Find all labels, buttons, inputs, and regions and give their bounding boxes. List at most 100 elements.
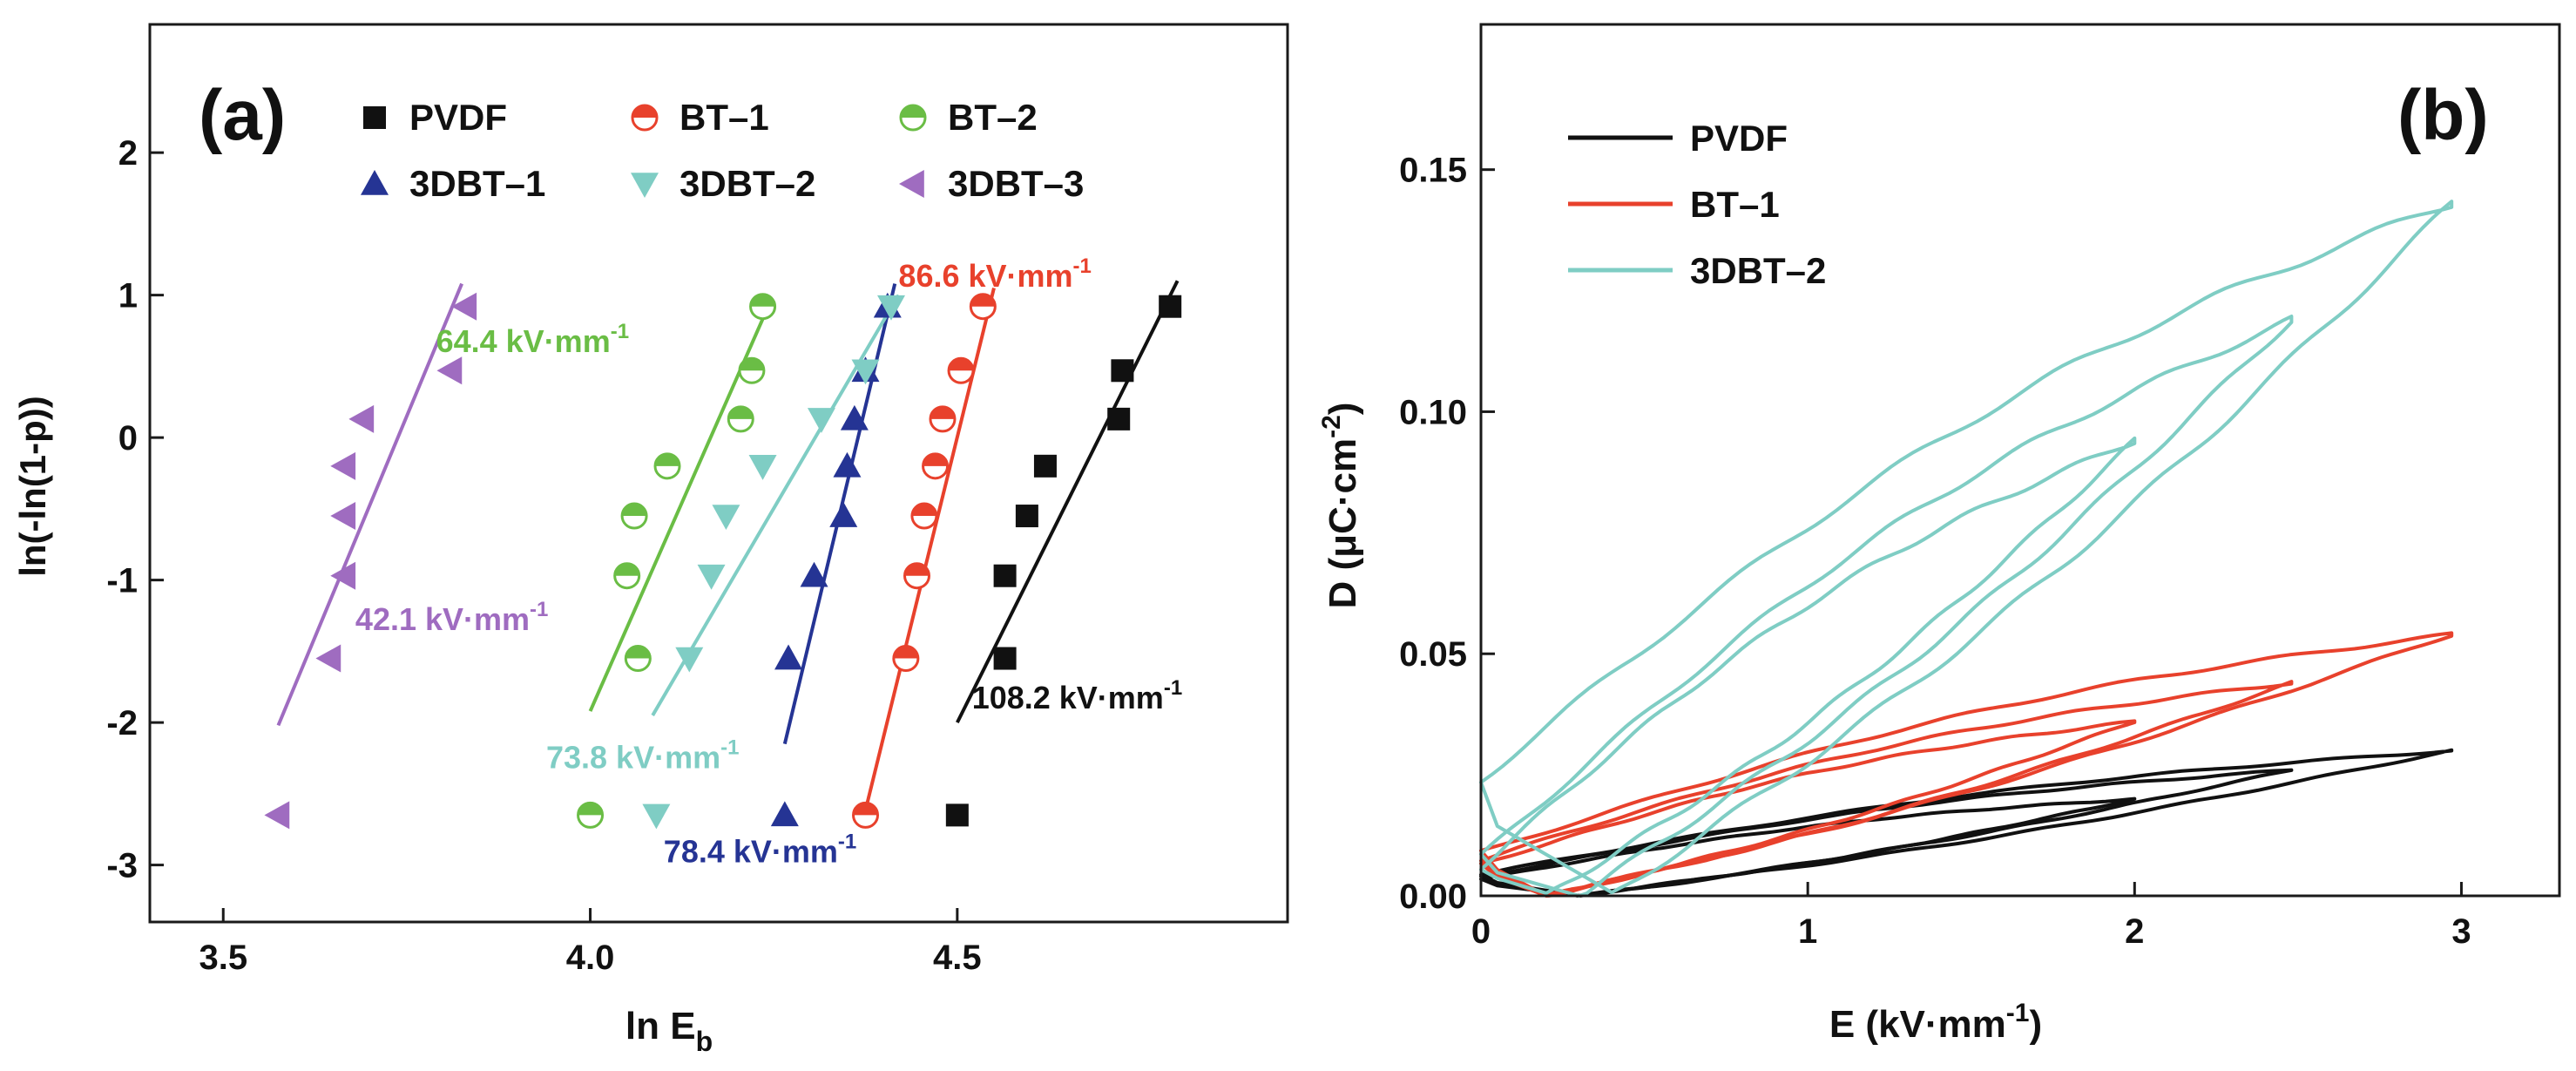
annotation-3dbt3: 42.1 kV·mm-1 (355, 598, 548, 637)
point-bt1 (852, 801, 880, 829)
b-legend-label-pvdf: PVDF (1690, 118, 1788, 159)
point-bt1 (947, 356, 975, 384)
annotation-bt2: 64.4 kV·mm-1 (436, 320, 629, 359)
legend-label-3dbt2: 3DBT–2 (679, 163, 815, 204)
point-bt1 (892, 645, 920, 673)
point-3dbt2 (807, 408, 835, 433)
point-3dbt3 (436, 356, 463, 385)
point-3dbt2 (877, 295, 906, 321)
loop-3dbt2 (1479, 200, 2454, 895)
point-3dbt1 (840, 404, 869, 430)
point-pvdf (993, 647, 1017, 670)
legend-marker-3dbt3 (899, 170, 924, 198)
annotation-3dbt2: 73.8 kV·mm-1 (546, 735, 739, 775)
point-3dbt3 (330, 502, 356, 531)
point-bt2 (620, 502, 648, 530)
b-y-tick-label: 0.05 (1399, 635, 1467, 674)
point-bt2 (727, 405, 754, 433)
point-3dbt1 (774, 644, 803, 670)
panel-b-x-axis-title: E (kV·mm-1) (1829, 999, 2042, 1046)
b-x-tick-label: 1 (1798, 912, 1817, 951)
point-pvdf (1111, 359, 1134, 383)
point-3dbt3 (264, 801, 290, 830)
legend-label-3dbt1: 3DBT–1 (409, 163, 545, 204)
a-y-tick-label: 2 (118, 134, 138, 173)
point-3dbt3 (315, 644, 341, 673)
point-3dbt2 (642, 803, 671, 830)
b-legend-label-3dbt2: 3DBT–2 (1690, 250, 1826, 291)
b-x-tick-label: 3 (2451, 912, 2471, 951)
point-pvdf (1033, 454, 1057, 478)
point-3dbt3 (451, 292, 477, 321)
point-pvdf (993, 564, 1017, 587)
point-3dbt2 (851, 359, 880, 385)
annotation-bt1: 86.6 kV·mm-1 (898, 254, 1091, 294)
loop-3dbt2 (1479, 315, 2294, 898)
panel-b-de-loops (1479, 200, 2454, 898)
a-x-tick-label: 4.0 (566, 939, 615, 977)
a-x-tick-label: 3.5 (199, 939, 247, 977)
legend-marker-3dbt1 (361, 170, 389, 195)
panel-a-y-ticks: -3 -2 -1 0 1 2 (106, 134, 164, 885)
point-3dbt2 (712, 505, 740, 531)
point-3dbt2 (697, 564, 726, 590)
legend-label-3dbt3: 3DBT–3 (948, 163, 1084, 204)
panel-a-x-axis-title: ln Eb (625, 1005, 713, 1057)
panel-a-label: (a) (199, 76, 286, 155)
b-y-tick-label: 0.10 (1399, 393, 1467, 431)
a-x-tick-label: 4.5 (933, 939, 982, 977)
point-bt2 (738, 356, 766, 384)
point-bt2 (577, 801, 605, 829)
point-bt1 (929, 405, 957, 433)
point-bt2 (653, 452, 681, 480)
panel-b-x-ticks: 0 1 2 3 (1471, 882, 2471, 951)
point-bt1 (922, 452, 950, 480)
panel-b-plot-frame (1479, 23, 2561, 898)
loop-pvdf (1479, 748, 2454, 898)
point-3dbt1 (770, 801, 799, 827)
b-x-tick-label: 2 (2125, 912, 2144, 951)
b-legend-label-bt1: BT–1 (1690, 184, 1780, 225)
panel-a-data-points (264, 292, 1182, 830)
panel-a-legend: PVDF BT–1 BT–2 3DBT–1 3DBT–2 3DBT–3 (361, 97, 1084, 204)
point-pvdf (1107, 407, 1131, 430)
b-y-tick-label: 0.00 (1399, 878, 1467, 916)
panel-b-legend: PVDF BT–1 3DBT–2 (1568, 118, 1826, 291)
legend-marker-bt2 (899, 104, 927, 132)
loop-bt1 (1479, 631, 2454, 898)
point-bt2 (624, 645, 652, 673)
panel-a-annotations: 108.2 kV·mm-1 86.6 kV·mm-1 64.4 kV·mm-1 78.… (355, 254, 1182, 870)
point-3dbt3 (348, 404, 375, 433)
point-3dbt1 (800, 561, 828, 587)
legend-label-bt2: BT–2 (948, 97, 1038, 138)
legend-marker-pvdf (363, 106, 386, 129)
point-pvdf (1159, 295, 1182, 318)
point-3dbt2 (675, 647, 704, 673)
a-y-tick-label: 0 (118, 419, 138, 458)
point-3dbt3 (330, 451, 356, 480)
point-bt1 (969, 293, 997, 321)
b-y-tick-label: 0.15 (1399, 152, 1467, 190)
panel-b-hysteresis-plot: 0 1 2 3 0.00 0.05 0.10 0.15 PVDF BT–1 3DBT–2 (b)… (1317, 23, 2561, 1046)
point-3dbt3 (330, 561, 356, 590)
legend-marker-3dbt2 (631, 173, 659, 198)
panel-b-label: (b) (2397, 76, 2489, 155)
legend-label-pvdf: PVDF (409, 97, 507, 138)
point-bt1 (910, 502, 938, 530)
point-bt2 (613, 562, 641, 590)
point-pvdf (945, 803, 969, 827)
legend-marker-bt1 (631, 104, 659, 132)
panel-a-y-axis-title: ln(-ln(1-p)) (12, 396, 53, 577)
point-pvdf (1015, 505, 1038, 528)
a-y-tick-label: -2 (106, 704, 138, 742)
legend-label-bt1: BT–1 (679, 97, 769, 138)
a-y-tick-label: -3 (106, 847, 138, 885)
panel-b-y-ticks: 0.00 0.05 0.10 0.15 (1399, 152, 1495, 916)
point-bt2 (749, 293, 777, 321)
point-3dbt2 (748, 455, 777, 480)
annotation-pvdf: 108.2 kV·mm-1 (972, 676, 1182, 715)
a-y-tick-label: -1 (106, 562, 138, 600)
point-3dbt1 (833, 451, 862, 478)
panel-b-y-axis-title: D (μC·cm-2) (1317, 403, 1364, 609)
